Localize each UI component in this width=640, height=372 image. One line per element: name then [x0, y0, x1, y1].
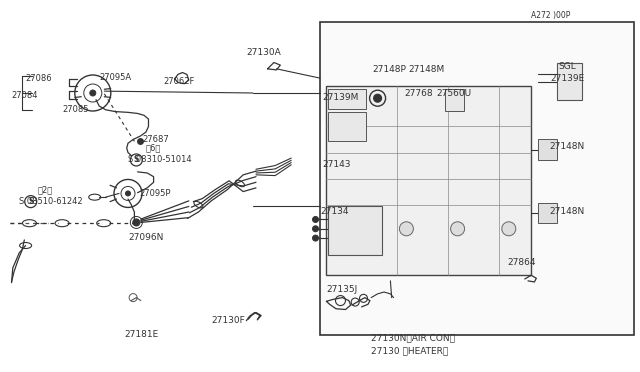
Text: S 08310-51014: S 08310-51014	[128, 155, 191, 164]
Text: 27084: 27084	[12, 92, 38, 100]
Text: 27687: 27687	[142, 135, 169, 144]
Bar	[538, 203, 557, 223]
Text: S: S	[28, 197, 33, 206]
Text: （2）: （2）	[37, 185, 52, 194]
Text: 27085: 27085	[63, 105, 89, 114]
Bar	[328, 206, 382, 255]
Bar	[326, 86, 531, 275]
Text: 27148N: 27148N	[549, 142, 584, 151]
Bar	[557, 63, 582, 100]
Text: 27135J: 27135J	[326, 285, 358, 294]
Circle shape	[25, 196, 36, 208]
Bar	[538, 140, 557, 160]
Text: 27139M: 27139M	[323, 93, 359, 102]
Circle shape	[90, 90, 96, 96]
Circle shape	[312, 226, 319, 232]
Text: 27148P: 27148P	[372, 65, 406, 74]
Circle shape	[451, 222, 465, 236]
Text: 27096N: 27096N	[128, 233, 163, 242]
Bar	[320, 22, 634, 335]
Text: 27130N〈AIR CON〉: 27130N〈AIR CON〉	[371, 333, 455, 342]
Text: A272 )00P: A272 )00P	[531, 11, 571, 20]
Circle shape	[502, 222, 516, 236]
Text: 27148N: 27148N	[549, 207, 584, 216]
Circle shape	[312, 235, 319, 241]
Text: 27143: 27143	[323, 160, 351, 169]
Bar	[445, 89, 464, 111]
Circle shape	[133, 219, 140, 226]
Text: 27864: 27864	[508, 258, 536, 267]
Text: 27130A: 27130A	[246, 48, 281, 57]
Circle shape	[374, 94, 381, 102]
Circle shape	[131, 154, 142, 166]
Text: 27095P: 27095P	[140, 189, 171, 198]
Bar	[328, 112, 366, 141]
Text: 27062F: 27062F	[163, 77, 195, 86]
Text: 27181E: 27181E	[125, 330, 159, 339]
Text: 27130F: 27130F	[211, 316, 245, 325]
Text: S 08510-61242: S 08510-61242	[19, 197, 83, 206]
Text: （6）: （6）	[146, 144, 161, 153]
Text: 27148M: 27148M	[408, 65, 445, 74]
Text: 27139E: 27139E	[550, 74, 585, 83]
Text: 27560U: 27560U	[436, 89, 472, 98]
Text: S: S	[134, 155, 139, 164]
Circle shape	[125, 191, 131, 196]
Text: 27086: 27086	[26, 74, 52, 83]
Bar	[328, 89, 366, 109]
Circle shape	[399, 222, 413, 236]
Text: 27095A: 27095A	[99, 73, 131, 82]
Text: 27134: 27134	[320, 207, 349, 216]
Text: SGL: SGL	[558, 62, 576, 71]
Text: 27768: 27768	[404, 89, 433, 98]
Text: 27130 〈HEATER〉: 27130 〈HEATER〉	[371, 346, 449, 355]
Circle shape	[312, 217, 319, 222]
